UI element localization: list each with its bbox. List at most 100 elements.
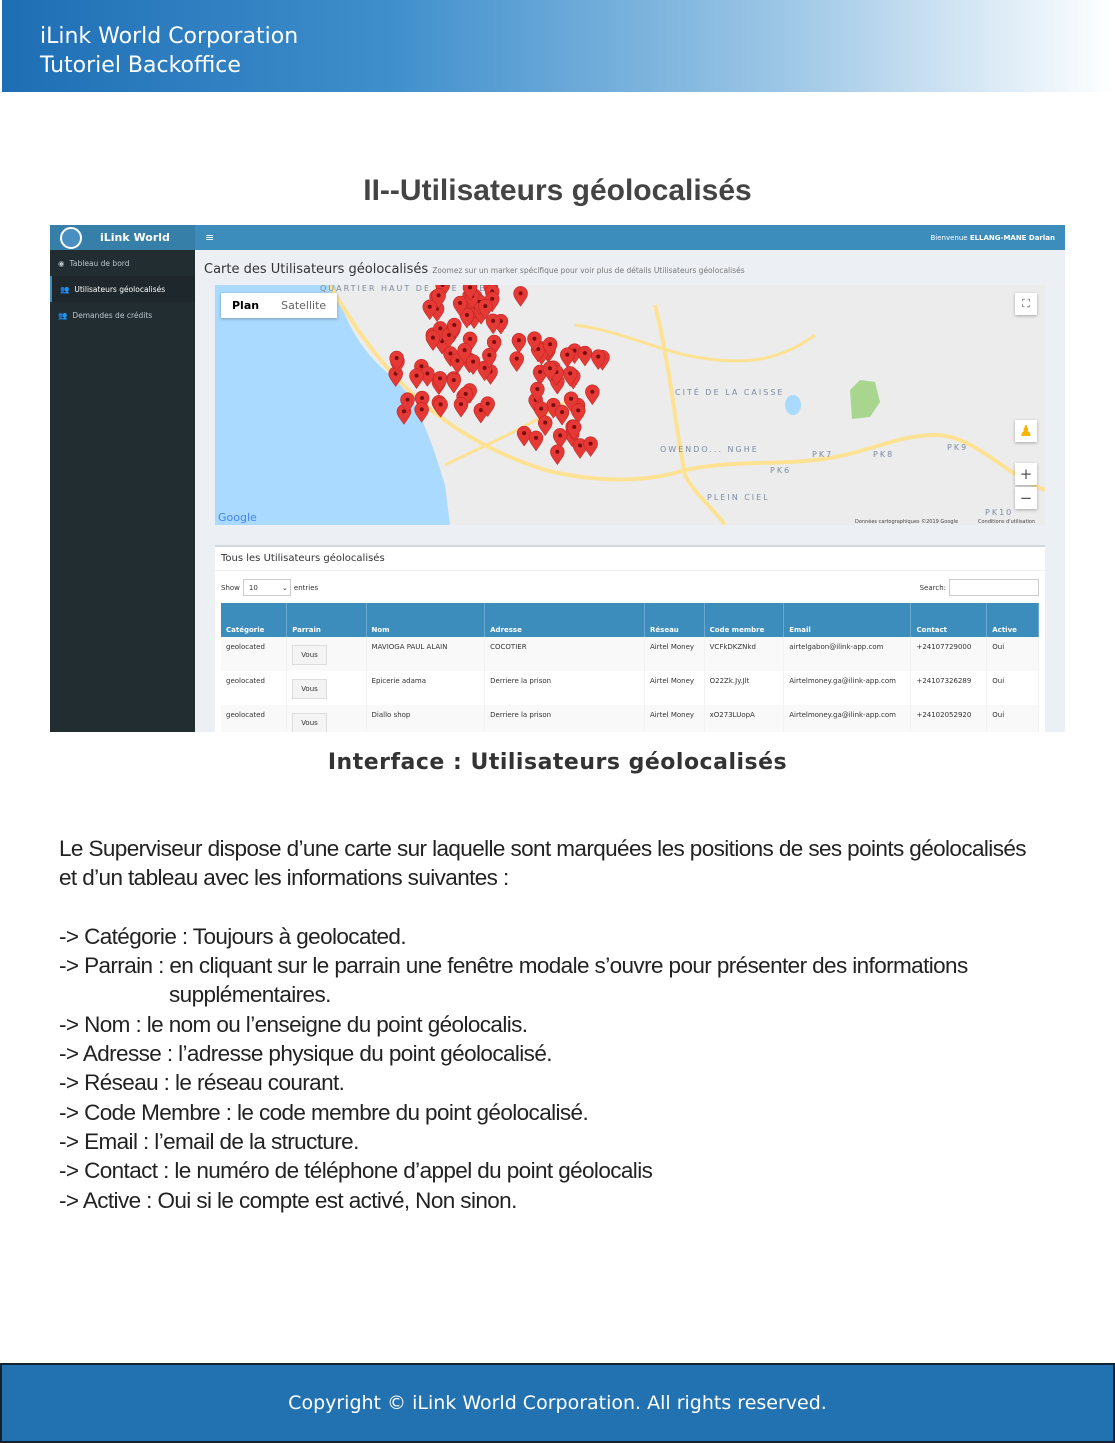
column-header[interactable]: Catégorie [221,603,288,637]
sidebar-item-geolocated-users[interactable]: 👥 Utilisateurs géolocalisés [50,276,195,302]
figure-caption: Interface : Utilisateurs géolocalisés [327,750,788,775]
zoom-in-button[interactable]: + [1015,463,1037,485]
map-marker[interactable] [590,349,606,371]
map-label: PK7 [812,450,833,459]
map-marker-dot [491,318,496,323]
map-marker[interactable] [511,332,527,354]
map-marker[interactable] [486,334,502,356]
map-marker[interactable] [414,402,429,423]
brand[interactable]: iLink World [50,225,195,250]
map-marker[interactable] [465,354,481,376]
map-marker[interactable] [550,444,565,466]
map-marker[interactable] [432,371,448,392]
map-marker[interactable] [533,401,549,423]
map-marker[interactable] [528,430,544,452]
chevron-down-icon: ⌄ [282,583,288,592]
map-marker-dot [420,395,425,400]
table-row: geolocated Vous Epicerie adama Derriere la … [221,671,1039,705]
map-marker[interactable] [446,372,461,394]
map-terms-link[interactable]: Conditions d'utilisation [978,519,1035,525]
map-marker[interactable] [425,330,441,352]
map-marker[interactable] [583,436,598,458]
user-name[interactable]: ELLANG-MANE Darlan [969,233,1055,242]
map-marker-dot [459,402,464,407]
map-marker[interactable] [452,295,468,317]
map-marker[interactable] [389,350,404,372]
map-marker[interactable] [552,428,568,449]
map-marker-dot [430,335,435,340]
sidebar-item-dashboard[interactable]: ◉ Tableau de bord [50,250,195,276]
map-marker-dot [555,449,560,454]
map-attribution: Données cartographiques ©2019 Google [855,518,958,525]
map-marker-dot [482,365,487,370]
column-header[interactable]: Réseau [644,603,705,637]
map-canvas[interactable]: QUARTIER HAUT DE GUÉ GUÉ CITÉ DE LA CAIS… [215,277,1046,527]
column-header[interactable]: Code membre [704,603,785,637]
parrain-button[interactable]: Vous [292,645,327,665]
water-area [215,285,450,525]
intro-line: Le Superviseur dispose d’une carte sur l… [59,836,1027,861]
map-marker[interactable] [446,317,462,339]
column-header[interactable]: Adresse [484,603,646,637]
column-header[interactable]: Email [783,603,912,637]
map-marker[interactable] [542,336,558,358]
map-marker[interactable] [570,403,586,424]
column-header[interactable]: Nom [366,603,486,637]
column-header[interactable]: Active [986,603,1039,637]
map-marker[interactable] [485,313,501,335]
map-type-satellite[interactable]: Satellite [281,299,327,312]
list-item: -> Parrain : en cliquant sur le parrain … [59,953,968,979]
fullscreen-icon[interactable]: ⛶ [1015,293,1037,315]
map-marker[interactable] [409,368,424,390]
map-marker[interactable] [482,347,497,369]
map-marker[interactable] [509,351,524,373]
map-marker[interactable] [577,345,593,367]
map-marker[interactable] [513,286,528,307]
parrain-button[interactable]: Vous [292,679,327,699]
map-marker[interactable] [542,361,558,382]
map-type-plan[interactable]: Plan [232,299,260,312]
map-marker[interactable] [478,298,493,320]
sidebar-item-credit-requests[interactable]: 👥 Demandes de crédits [50,302,195,328]
road [653,304,727,527]
parrain-button[interactable]: Vous [292,713,327,732]
map-marker[interactable] [400,392,415,414]
map-label: CITÉ DE LA CAISSE [675,386,784,397]
pegman-icon[interactable]: ♟ [1015,420,1037,442]
hamburger-icon[interactable]: ≡ [205,231,215,244]
map-marker[interactable] [459,307,475,329]
map-marker[interactable] [560,347,575,369]
map-marker-dot [419,407,424,412]
map[interactable]: QUARTIER HAUT DE GUÉ GUÉ CITÉ DE LA CAIS… [215,277,1046,527]
users-icon: 👥 [60,284,70,294]
map-marker[interactable] [566,419,582,441]
column-header[interactable]: Contact [910,603,988,637]
list-item: -> Réseau : le réseau courant. [59,1070,345,1096]
map-marker-dot [446,333,451,338]
map-marker[interactable] [422,299,438,321]
map-marker[interactable] [562,366,578,387]
map-marker[interactable] [433,397,448,418]
map-marker[interactable] [554,404,570,426]
entries-select[interactable]: 10 ⌄ [242,579,291,596]
map-marker[interactable] [453,396,469,418]
map-label: OWENDO... NGHE [660,445,759,454]
map-marker[interactable] [414,390,430,412]
table-cell: Diallo shop [366,705,486,732]
map-marker-dot [568,371,573,376]
map-marker[interactable] [537,415,553,437]
map-marker[interactable] [450,353,465,375]
copyright: Copyright © iLink World Corporation. All… [288,1392,827,1414]
map-marker[interactable] [530,381,545,403]
table-title: Tous les Utilisateurs géolocalisés [215,547,1045,571]
map-marker[interactable] [527,331,542,353]
map-marker-dot [534,435,539,440]
map-marker[interactable] [585,384,600,406]
map-marker[interactable] [480,396,495,418]
map-marker-dot [516,338,521,343]
table-cell: VCFkDKZNkd [704,637,785,671]
column-header[interactable]: Parrain [286,603,367,637]
zoom-out-button[interactable]: − [1015,487,1037,509]
map-marker-dot [547,366,552,371]
search-input[interactable] [949,579,1039,596]
